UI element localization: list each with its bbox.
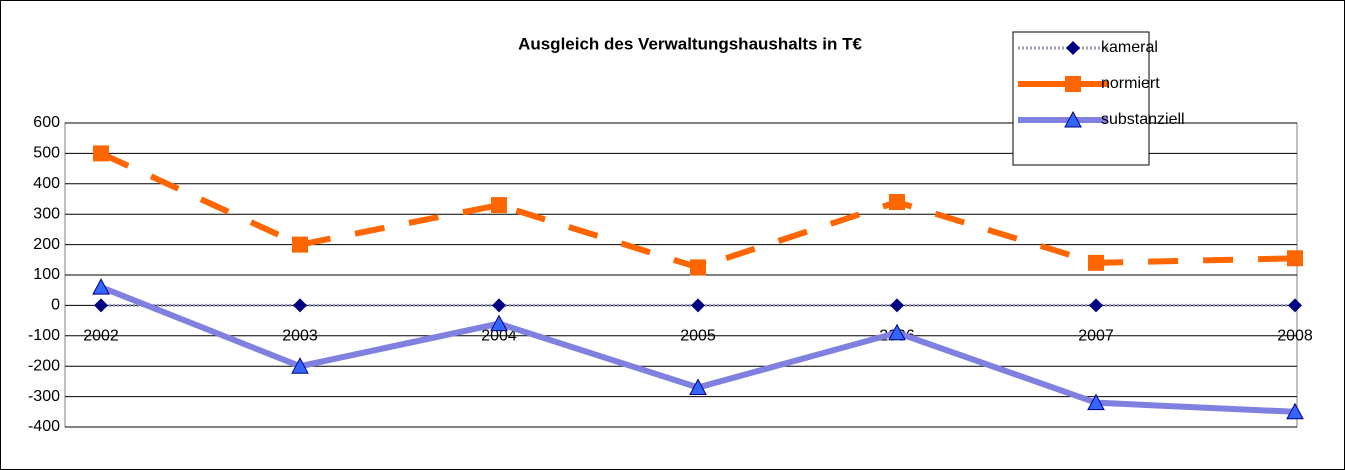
y-tick-label: 0 <box>51 297 60 314</box>
marker <box>1087 393 1105 411</box>
marker <box>1286 402 1304 420</box>
marker <box>1089 298 1103 313</box>
marker <box>1287 250 1303 267</box>
marker <box>94 298 108 313</box>
marker <box>491 197 507 214</box>
y-tick-label: 100 <box>33 266 60 283</box>
y-tick-label: -400 <box>28 418 60 435</box>
marker <box>93 145 109 162</box>
y-tick-label: -200 <box>28 357 60 374</box>
marker <box>293 298 307 313</box>
legend-marker <box>1065 76 1081 92</box>
marker <box>690 259 706 276</box>
marker <box>889 194 905 211</box>
legend-box <box>1012 31 1150 166</box>
x-tick-label: 2002 <box>83 328 119 345</box>
y-tick-label: -300 <box>28 388 60 405</box>
legend-label: kameral <box>1101 39 1158 56</box>
marker <box>1088 254 1104 271</box>
x-tick-label: 2008 <box>1277 328 1313 345</box>
legend-marker <box>1064 110 1082 128</box>
y-tick-label: 200 <box>33 236 60 253</box>
marker <box>492 298 506 313</box>
marker <box>92 278 110 295</box>
marker <box>292 236 308 253</box>
marker <box>888 323 906 341</box>
marker <box>689 378 707 395</box>
legend-label: substanziell <box>1101 111 1185 128</box>
marker <box>1288 298 1302 313</box>
chart-title: Ausgleich des Verwaltungshaushalts in T€ <box>518 34 862 53</box>
y-tick-label: 300 <box>33 205 60 222</box>
y-tick-label: 500 <box>33 145 60 162</box>
x-tick-label: 2005 <box>680 328 716 345</box>
x-tick-label: 2007 <box>1078 328 1114 345</box>
marker <box>890 298 904 313</box>
x-tick-label: 2004 <box>481 328 517 345</box>
y-tick-label: -100 <box>28 327 60 344</box>
y-tick-label: 600 <box>33 114 60 131</box>
legend-marker <box>1066 41 1080 55</box>
legend-label: normiert <box>1101 75 1160 92</box>
marker <box>691 298 705 313</box>
marker <box>490 314 508 332</box>
marker <box>291 357 309 374</box>
x-tick-label: 2003 <box>282 328 318 345</box>
y-tick-label: 400 <box>33 175 60 192</box>
